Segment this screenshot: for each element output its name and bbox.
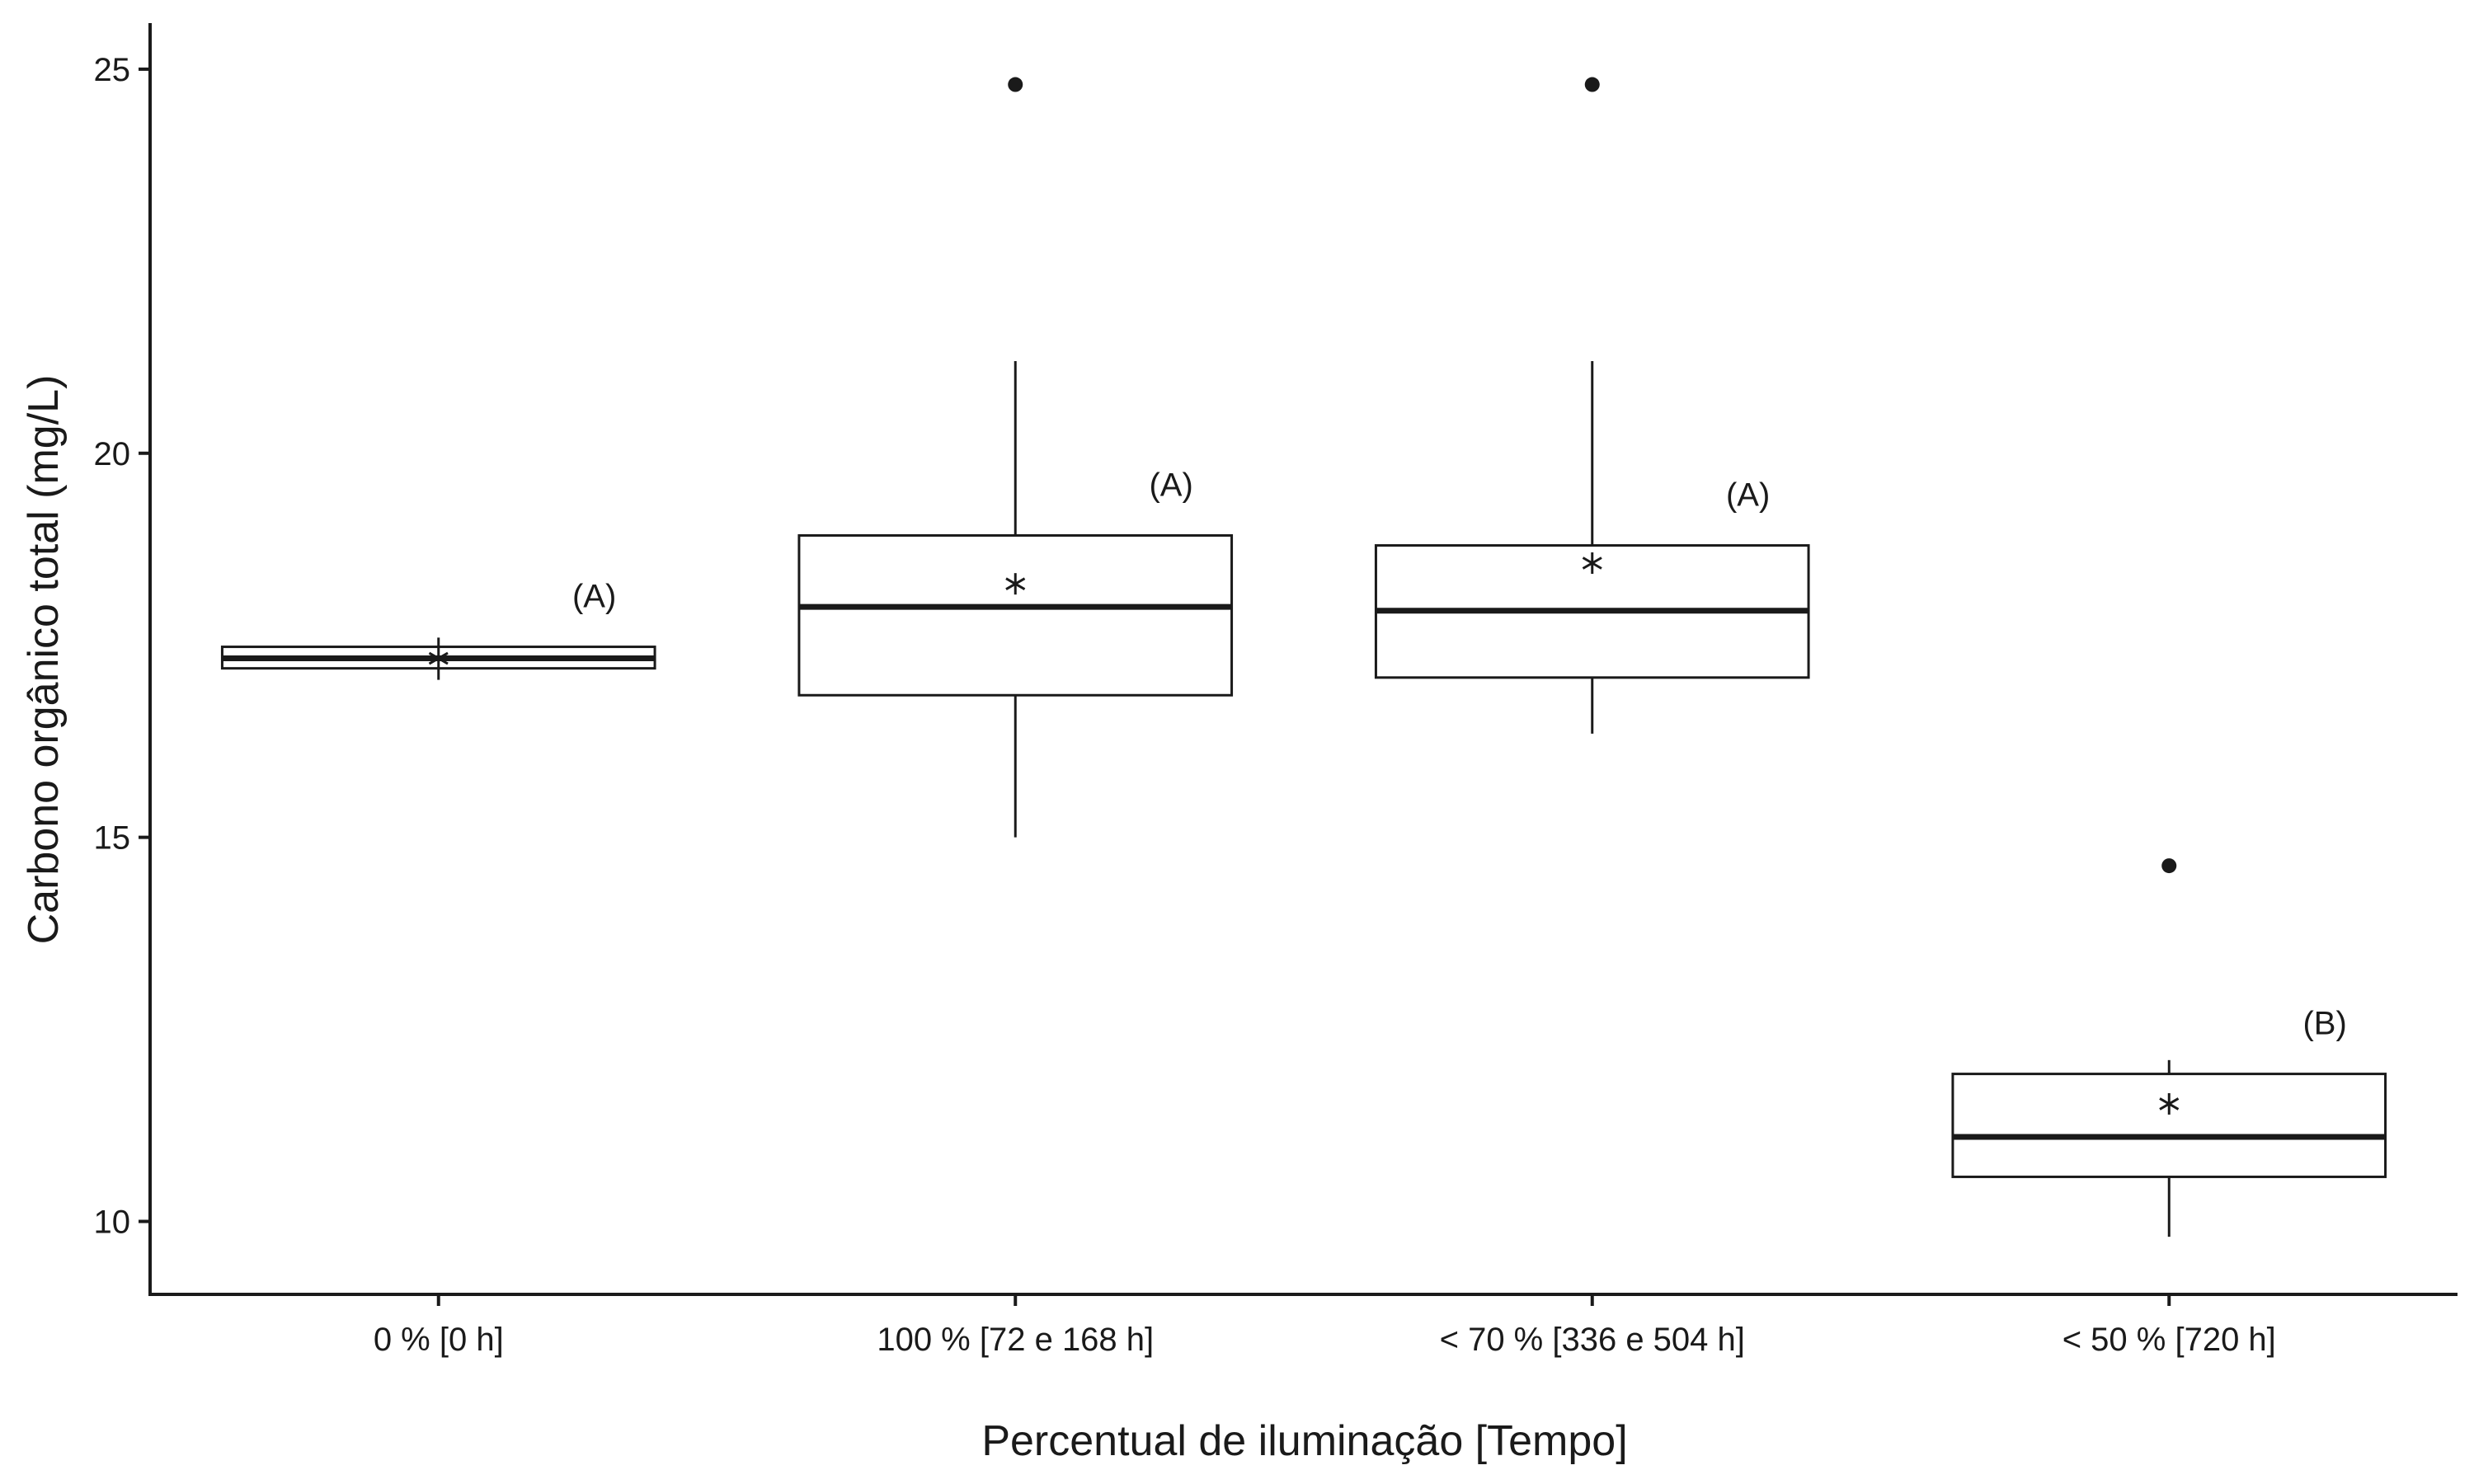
box-group: (B) [1951,858,2387,1237]
outlier-point [1008,77,1023,92]
group-letter-label: (B) [2302,1006,2346,1042]
mean-marker [1005,573,1026,595]
mean-marker [428,647,449,669]
plot-area: (A) (A) (A) (B) [220,77,2387,1237]
y-tick-label: 15 [94,820,131,857]
mean-marker [2159,1092,2180,1115]
mean-marker-stroke [1005,577,1026,590]
y-tick-label: 10 [94,1204,131,1240]
box-group: (A) [220,579,656,680]
y-tick-label: 20 [94,436,131,472]
iqr-box [797,533,1234,697]
x-axis-ticks: 0 % [0 h] 100 % [72 e 168 h] < 70 % [336 e… [374,1294,2276,1358]
x-axis-title: Percentual de iluminação [Tempo] [981,1417,1627,1465]
group-letter-label: (A) [572,579,616,615]
iqr-box [1951,1073,2387,1178]
group-letter-label: (A) [1149,467,1192,503]
x-tick-label: 100 % [72 e 168 h] [877,1322,1154,1358]
y-tick-label: 25 [94,52,131,88]
group-letter-label: (A) [1726,477,1770,514]
x-tick-label: 0 % [0 h] [374,1322,504,1358]
x-tick-label: < 70 % [336 e 504 h] [1440,1322,1745,1358]
mean-marker-stroke [2159,1097,2180,1111]
mean-marker [1582,552,1602,575]
box-group: (A) [1374,77,1810,734]
box-group: (A) [797,77,1234,838]
outlier-point [1584,77,1600,92]
y-axis-title: Carbono orgânico total (mg/L) [20,375,68,945]
x-tick-label: < 50 % [720 h] [2062,1322,2276,1358]
y-axis-ticks: 10 15 20 25 [94,52,150,1240]
mean-marker-stroke [1582,556,1602,570]
outlier-point [2161,858,2177,874]
mean-marker-stroke [428,651,449,665]
